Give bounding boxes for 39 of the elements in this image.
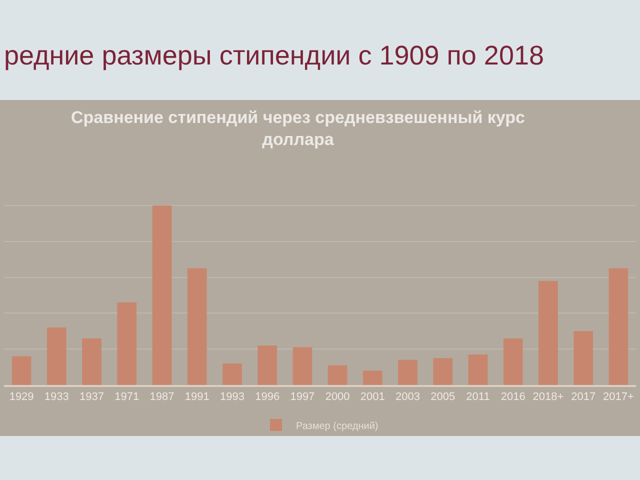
bar xyxy=(222,363,242,385)
bar xyxy=(608,268,628,385)
x-tick-label: 2011 xyxy=(466,391,490,404)
chart-subtitle: Сравнение стипендий через средневзвешенный курс доллара xyxy=(71,108,525,150)
x-tick-label: 2017+ xyxy=(602,391,634,404)
x-tick-label: 1937 xyxy=(80,391,104,404)
legend-label: Размер (средний) xyxy=(296,420,378,432)
bar xyxy=(117,302,137,385)
bar xyxy=(503,338,523,385)
x-tick-label: 1971 xyxy=(114,391,140,404)
bar xyxy=(574,331,593,385)
x-tick-label: 2017 xyxy=(571,391,596,404)
bar xyxy=(47,328,66,385)
x-tick-label: 2016 xyxy=(500,391,526,404)
bar xyxy=(398,360,418,385)
x-tick-label: 2018+ xyxy=(532,391,564,404)
x-tick-label: 1929 xyxy=(9,391,34,404)
x-tick-label: 1987 xyxy=(150,391,174,404)
x-tick-label: 1991 xyxy=(184,391,210,404)
bar xyxy=(328,365,348,385)
x-tick-label: 1997 xyxy=(290,391,315,404)
bar xyxy=(187,268,207,385)
x-tick-label: 2000 xyxy=(325,391,350,404)
x-tick-label: 1993 xyxy=(220,391,244,404)
x-tick-label: 2001 xyxy=(360,391,385,404)
bar xyxy=(292,347,312,385)
x-tick-label: 1933 xyxy=(44,391,69,404)
bar xyxy=(12,356,32,385)
x-tick-label: 2003 xyxy=(396,391,420,404)
x-tick-label: 1996 xyxy=(255,391,280,404)
bar xyxy=(468,354,488,385)
chart-title: редние размеры стипендии с 1909 по 2018 xyxy=(4,40,544,70)
bar xyxy=(363,370,382,385)
bar xyxy=(258,346,277,385)
bar xyxy=(82,338,102,385)
bar xyxy=(152,205,172,385)
x-tick-label: 2005 xyxy=(430,391,456,404)
bar xyxy=(433,358,453,385)
bar xyxy=(538,280,558,385)
